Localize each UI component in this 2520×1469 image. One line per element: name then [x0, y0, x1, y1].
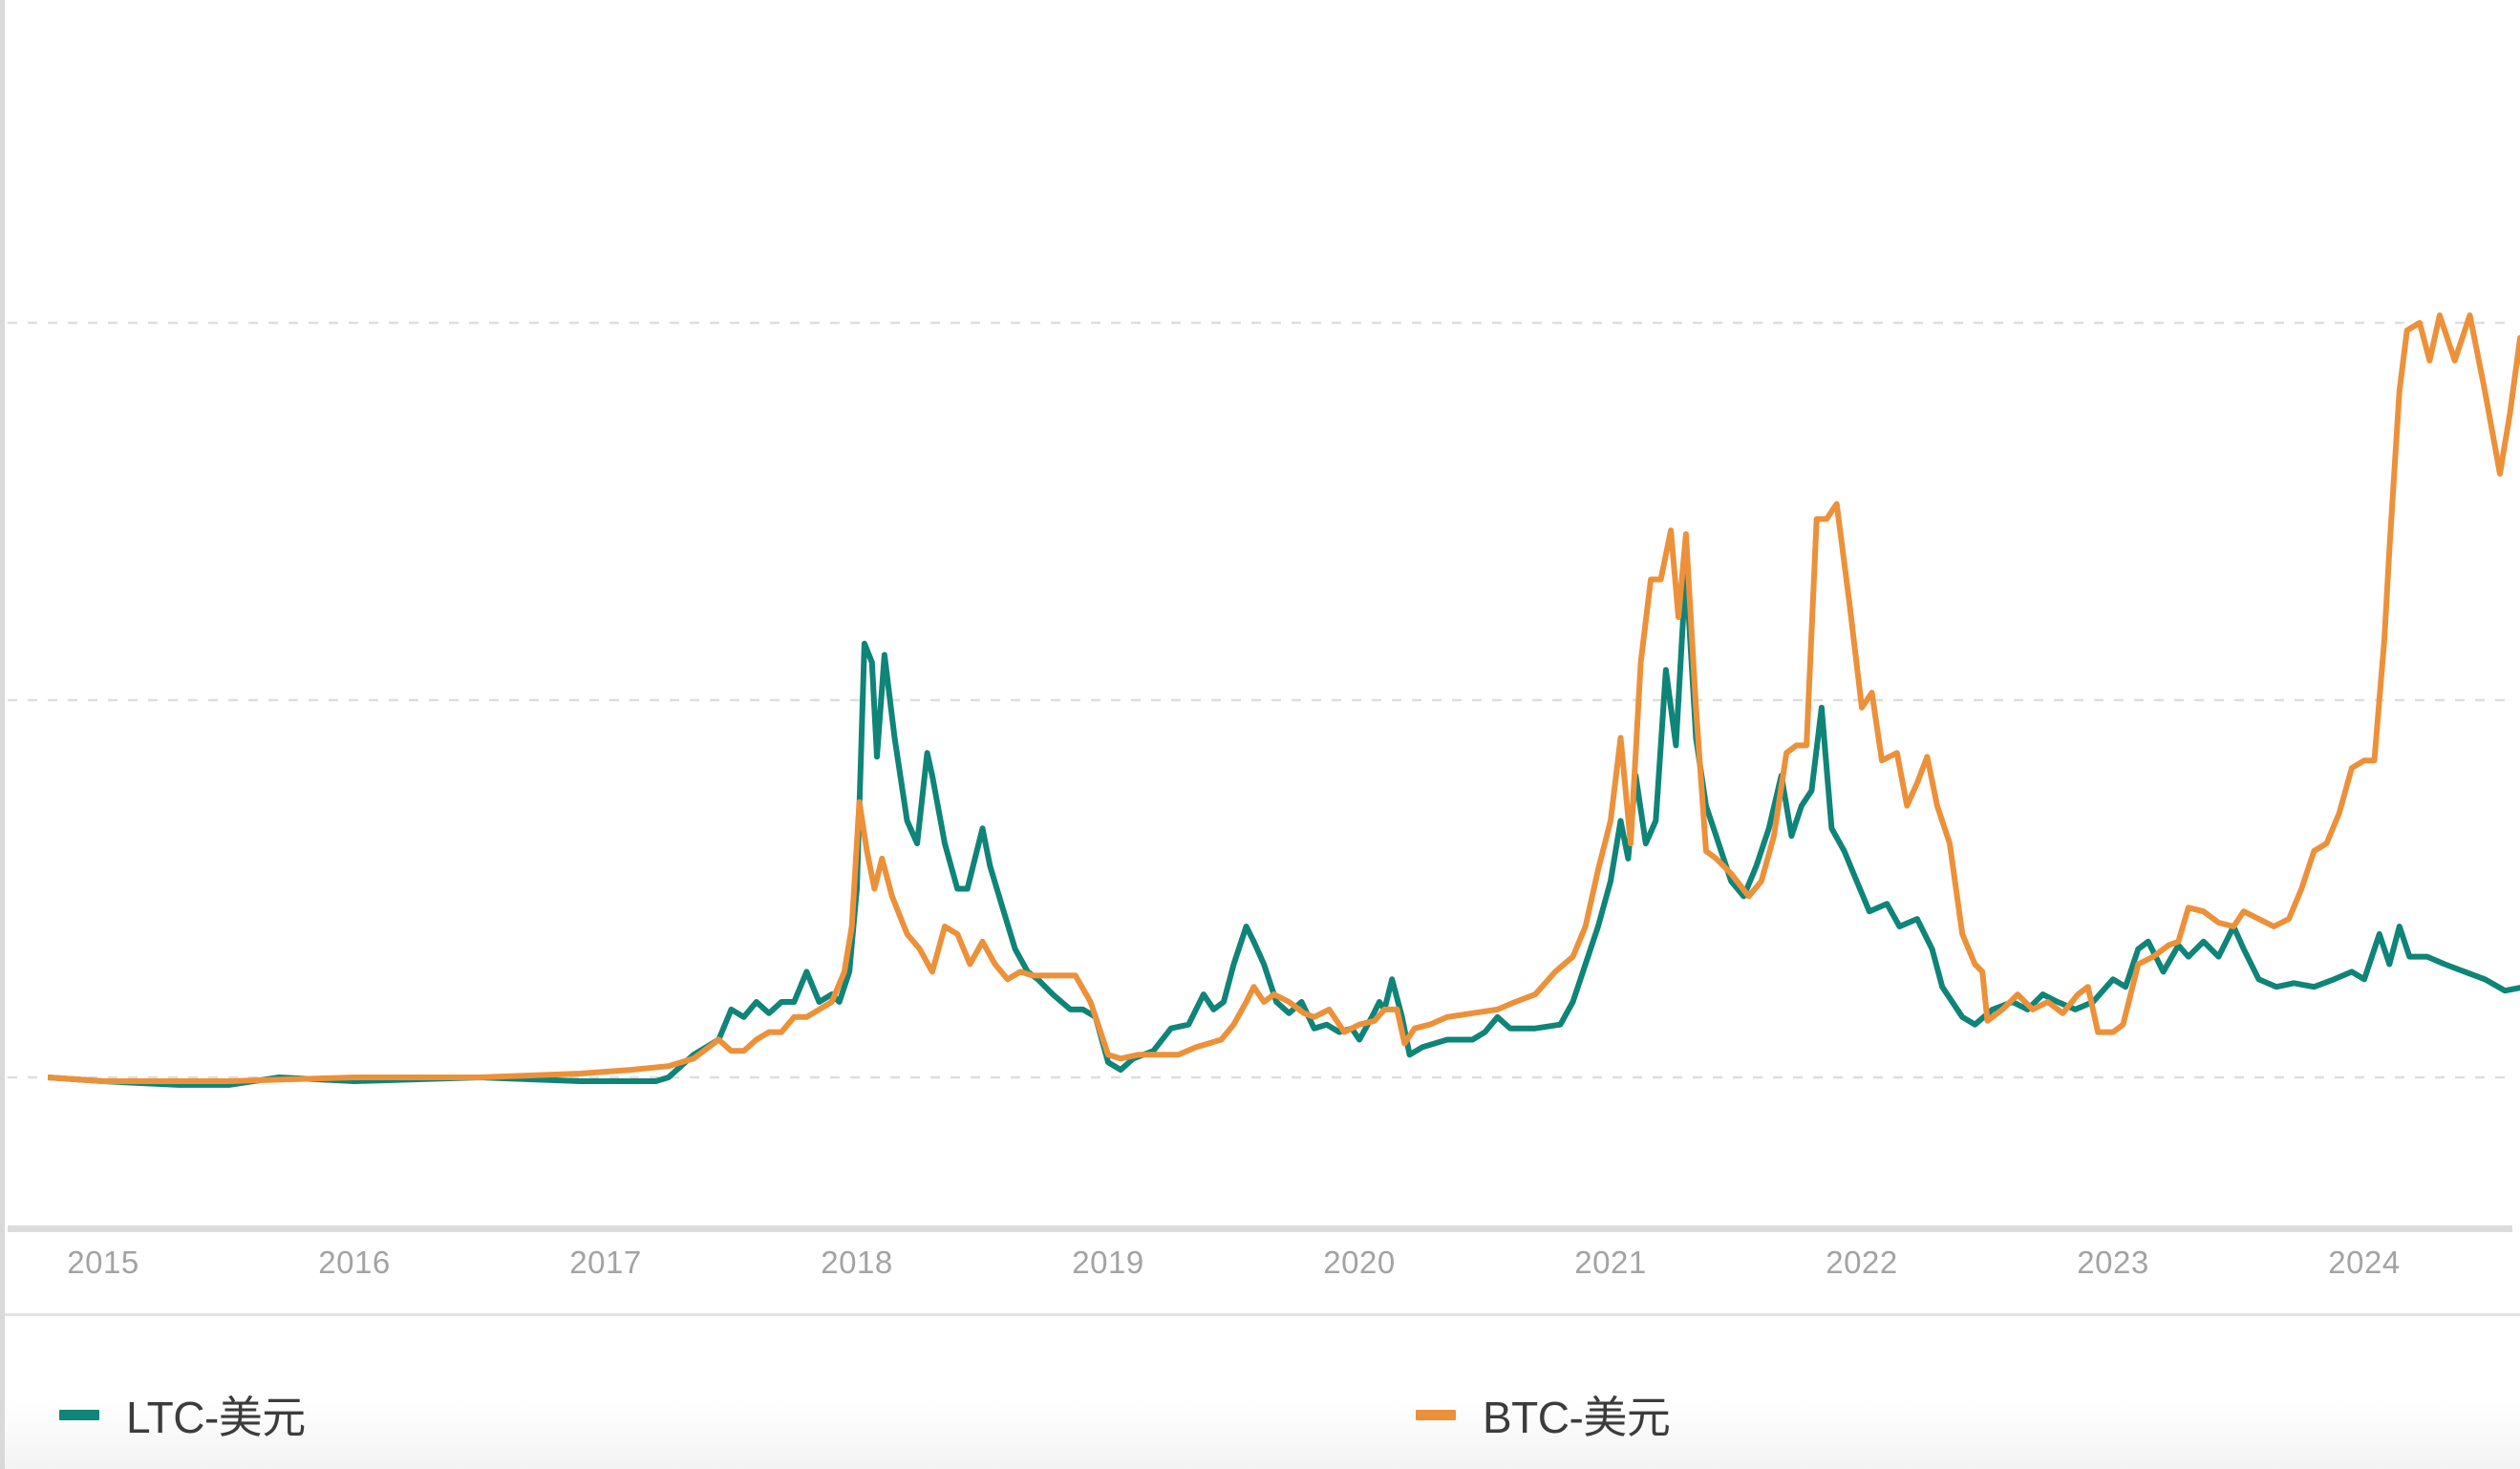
x-tick-label: 2017 — [569, 1245, 642, 1280]
btc-line-swatch-icon — [1416, 1409, 1456, 1420]
x-tick-label: 2016 — [318, 1245, 391, 1280]
legend-label-btc: BTC-美元 — [1483, 1393, 1671, 1442]
x-tick-label: 2021 — [1574, 1245, 1647, 1280]
legend-divider — [5, 1313, 2520, 1316]
series-line — [47, 312, 2520, 1084]
ltc-line-swatch-icon — [59, 1409, 99, 1420]
plot-area[interactable] — [0, 0, 2520, 1232]
legend-label-ltc: LTC-美元 — [126, 1393, 306, 1442]
x-tick-label: 2023 — [2077, 1245, 2149, 1280]
series-lines — [47, 312, 2520, 1088]
x-tick-label: 2020 — [1323, 1245, 1396, 1280]
gridlines — [8, 321, 2512, 1079]
x-tick-label: 2019 — [1072, 1245, 1144, 1280]
x-tick-label: 2022 — [1826, 1245, 1898, 1280]
left-border — [0, 0, 5, 1469]
chart-legend: LTC-美元 BTC-美元 — [5, 1316, 2520, 1469]
series-line — [47, 564, 2520, 1088]
x-tick-label: 2015 — [67, 1245, 139, 1280]
legend-item-btc[interactable]: BTC-美元 — [1416, 1383, 1671, 1446]
x-axis-line — [8, 1225, 2512, 1232]
x-tick-label: 2024 — [2328, 1245, 2401, 1280]
line-chart[interactable] — [0, 0, 2520, 1232]
x-tick-label: 2018 — [821, 1245, 893, 1280]
legend-item-ltc[interactable]: LTC-美元 — [59, 1383, 306, 1446]
